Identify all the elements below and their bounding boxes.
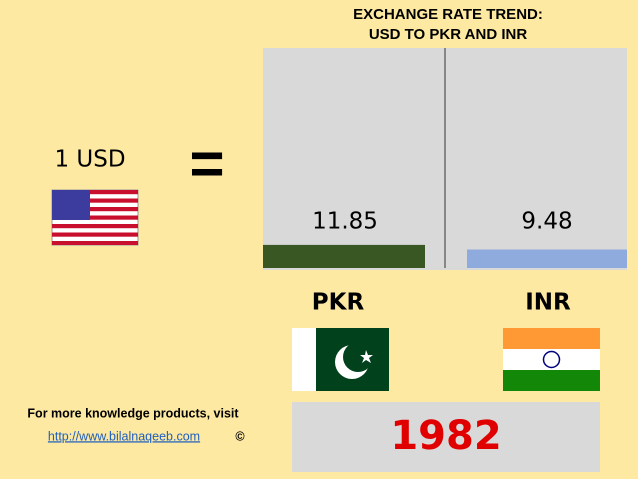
value-label: 9.48 — [521, 209, 572, 235]
footer-text: For more knowledge products, visit — [27, 406, 239, 420]
year: 1982 — [390, 413, 501, 459]
category-label: PKR — [312, 290, 365, 316]
category-label: INR — [525, 290, 571, 316]
footer-mark: © — [235, 429, 245, 443]
equals-sign: = — [189, 130, 224, 197]
us-flag — [51, 189, 139, 246]
title-line-2: USD TO PKR AND INR — [369, 26, 528, 43]
bar — [263, 244, 425, 268]
lead-label: 1 USD — [54, 147, 125, 173]
value-label: 11.85 — [312, 209, 378, 235]
year-box — [292, 402, 600, 472]
title-line-1: EXCHANGE RATE TREND: — [353, 6, 543, 23]
india-flag — [503, 328, 600, 391]
pakistan-flag — [292, 328, 389, 391]
bar — [467, 249, 627, 268]
footer-link[interactable]: http://www.bilalnaqeeb.com — [48, 429, 200, 443]
